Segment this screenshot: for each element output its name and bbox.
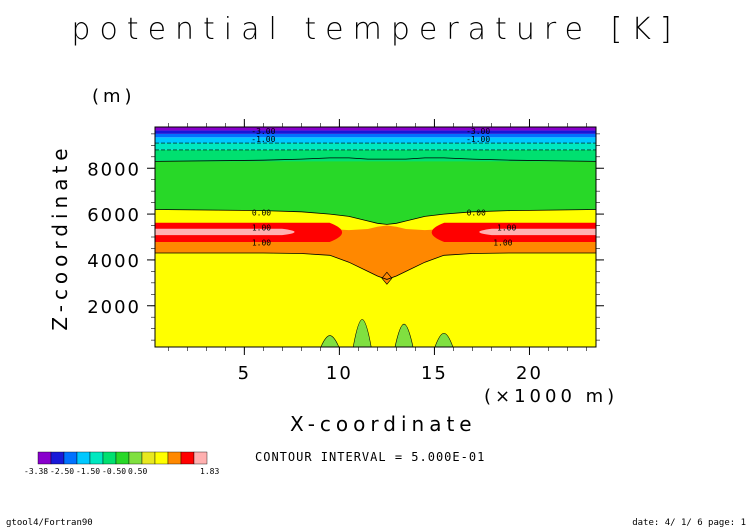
y-tick-label-1: 4000 — [87, 251, 141, 272]
y-tick-label-0: 2000 — [87, 297, 141, 318]
contour-label-8: 1.00 — [252, 238, 271, 247]
contour-yellow-top — [155, 252, 596, 280]
upper-band-0 — [155, 149, 596, 162]
y-unit-label: (m) — [92, 86, 136, 107]
colorbar-swatch-10 — [167, 451, 182, 465]
y-axis-title: Z-coordinate — [48, 143, 72, 331]
colorbar-swatch-8 — [141, 451, 156, 465]
x-unit-label: (×1000 m) — [484, 386, 619, 407]
colorbar-swatch-6 — [115, 451, 130, 465]
axes: 5 10 15 20 2000 4000 6000 8000 — [87, 119, 604, 384]
contour-label-1: -1.00 — [251, 135, 275, 144]
upper-band-4 — [155, 130, 596, 134]
colorbar-swatch-0 — [37, 451, 52, 465]
x-tick-label-3: 20 — [516, 363, 543, 384]
contour-interval-text: CONTOUR INTERVAL = 5.000E-01 — [255, 450, 486, 464]
green-spike-3 — [434, 332, 454, 348]
contour-label-9: 1.00 — [493, 238, 512, 247]
upper-band-1 — [155, 143, 596, 150]
colorbar-swatch-3 — [76, 451, 91, 465]
upper-band-5 — [155, 127, 596, 131]
contour-green-top — [154, 157, 597, 162]
contour-label-2: -3.00 — [466, 127, 490, 136]
contour-labels: -3.00-1.00-3.00-1.000.00 0.001.00 1.001.00… — [251, 127, 516, 247]
lens-right-pink — [479, 228, 596, 236]
x-tick-label-0: 5 — [238, 363, 251, 384]
x-tick-label-2: 15 — [421, 363, 448, 384]
colorbar-label-1: -2.50 — [50, 467, 74, 476]
colorbar-swatch-11 — [180, 451, 195, 465]
green-spike-2 — [394, 323, 414, 348]
x-axis-title: X-coordinate — [290, 412, 477, 436]
plot-area — [155, 127, 596, 348]
colorbar-swatch-9 — [154, 451, 169, 465]
contour-label-7: 1.00 — [497, 223, 516, 232]
contour-label-3: -1.00 — [466, 135, 490, 144]
y-tick-label-2: 6000 — [87, 205, 141, 226]
footer-left: gtool4/Fortran90 — [6, 518, 93, 528]
x-tick-label-1: 10 — [326, 363, 353, 384]
y-tick-label-3: 8000 — [87, 159, 141, 180]
colorbar-label-4: 0.50 — [128, 467, 147, 476]
lens-left-pink — [155, 228, 295, 236]
upper-band-2 — [155, 137, 596, 144]
green-spike-1 — [352, 319, 372, 348]
colorbar-swatch-7 — [128, 451, 143, 465]
contour-label-6: 1.00 — [252, 223, 271, 232]
colorbar-swatch-1 — [50, 451, 65, 465]
colorbar-label-5: 1.83 — [200, 467, 219, 476]
contour-zero — [154, 209, 597, 225]
colorbar-swatch-5 — [102, 451, 117, 465]
footer-right: date: 4/ 1/ 6 page: 1 — [632, 518, 746, 528]
orange-diamond — [381, 271, 393, 285]
colorbar-label-3: -0.50 — [102, 467, 126, 476]
colorbar-label-0: -3.38 — [24, 467, 48, 476]
contour-label-5: 0.00 — [467, 208, 486, 217]
band-yellow — [155, 253, 596, 347]
colorbar-swatch-2 — [63, 451, 78, 465]
colorbar-label-2: -1.50 — [76, 467, 100, 476]
colorbar-swatch-4 — [89, 451, 104, 465]
upper-band-3 — [155, 133, 596, 138]
colorbar-swatch-12 — [193, 451, 208, 465]
green-spike-0 — [320, 335, 340, 348]
chart-title: potential temperature [K] — [71, 12, 681, 47]
contour-label-0: -3.00 — [251, 127, 275, 136]
contour-label-4: 0.00 — [252, 208, 271, 217]
colorbar: -3.38 -2.50 -1.50 -0.50 0.50 1.83 — [24, 451, 219, 476]
contour-lines — [154, 142, 597, 280]
